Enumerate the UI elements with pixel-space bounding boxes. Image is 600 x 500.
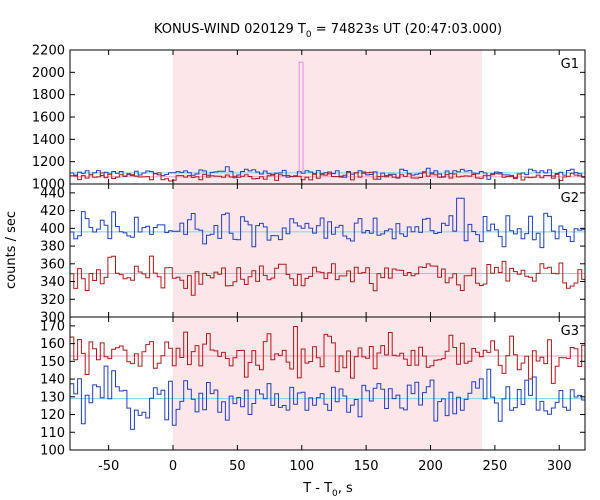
- y-tick-label: 1200: [32, 155, 65, 170]
- series-red-g1: [70, 171, 585, 182]
- chart-title: KONUS-WIND 020129 T0 = 74823s UT (20:47:…: [154, 22, 502, 40]
- y-tick-label: 320: [40, 293, 65, 308]
- x-tick-label: 250: [482, 459, 507, 474]
- y-tick-label: 110: [40, 426, 65, 441]
- y-tick-label: 170: [40, 319, 65, 334]
- panel-label: G1: [561, 57, 579, 72]
- y-tick-label: 1400: [32, 133, 65, 148]
- y-tick-label: 1600: [32, 111, 65, 126]
- y-tick-label: 360: [40, 257, 65, 272]
- panel-label: G2: [561, 191, 579, 206]
- plot-layer: 1000120014001600180020002200G13003203403…: [32, 44, 586, 474]
- panel-g1: 1000 1200 1400 1600 1800 2000 2200 G1: [32, 44, 586, 193]
- y-tick-label: 1800: [32, 88, 65, 103]
- y-tick-label: 100: [40, 444, 65, 459]
- y-tick-label: 1000: [32, 178, 65, 193]
- x-axis-label: T - T0, s: [302, 481, 353, 499]
- y-tick-label: 130: [40, 390, 65, 405]
- y-tick-label: 400: [40, 222, 65, 237]
- y-tick-label: 300: [40, 311, 65, 326]
- highlight-interval: [173, 50, 482, 450]
- series-blue-g3: [70, 365, 585, 430]
- x-tick-label: 150: [354, 459, 379, 474]
- spike-mark: [298, 61, 304, 173]
- y-tick-label: 2200: [32, 44, 65, 59]
- y-tick-label: 150: [40, 355, 65, 370]
- y-tick-label: 420: [40, 204, 65, 219]
- panel-g2: 300 320 340 360 380 400 420 440 G2: [40, 183, 586, 326]
- panel-frame: [69, 316, 586, 451]
- y-tick-label: 440: [40, 186, 65, 201]
- series-blue-g2: [70, 197, 585, 249]
- y-tick-label: 380: [40, 240, 65, 255]
- y-tick-label: 2000: [32, 66, 65, 81]
- x-tick-label: 300: [547, 459, 572, 474]
- series-red-g2: [70, 255, 585, 296]
- y-tick-label: 140: [40, 373, 65, 388]
- x-tick-label: 0: [169, 459, 177, 474]
- x-tick-label: 50: [229, 459, 246, 474]
- y-tick-label: 160: [40, 337, 65, 352]
- series-red-g3: [70, 326, 585, 384]
- x-tick-label: 100: [289, 459, 314, 474]
- x-tick-label: -50: [98, 459, 119, 474]
- panel-g3: 100 110 120 130 140 150 160 170 G3: [40, 316, 586, 459]
- x-tick-label: 200: [418, 459, 443, 474]
- y-tick-label: 340: [40, 275, 65, 290]
- y-tick-label: 120: [40, 408, 65, 423]
- panel-label: G3: [561, 324, 579, 339]
- y-axis-label: counts / sec: [4, 211, 19, 289]
